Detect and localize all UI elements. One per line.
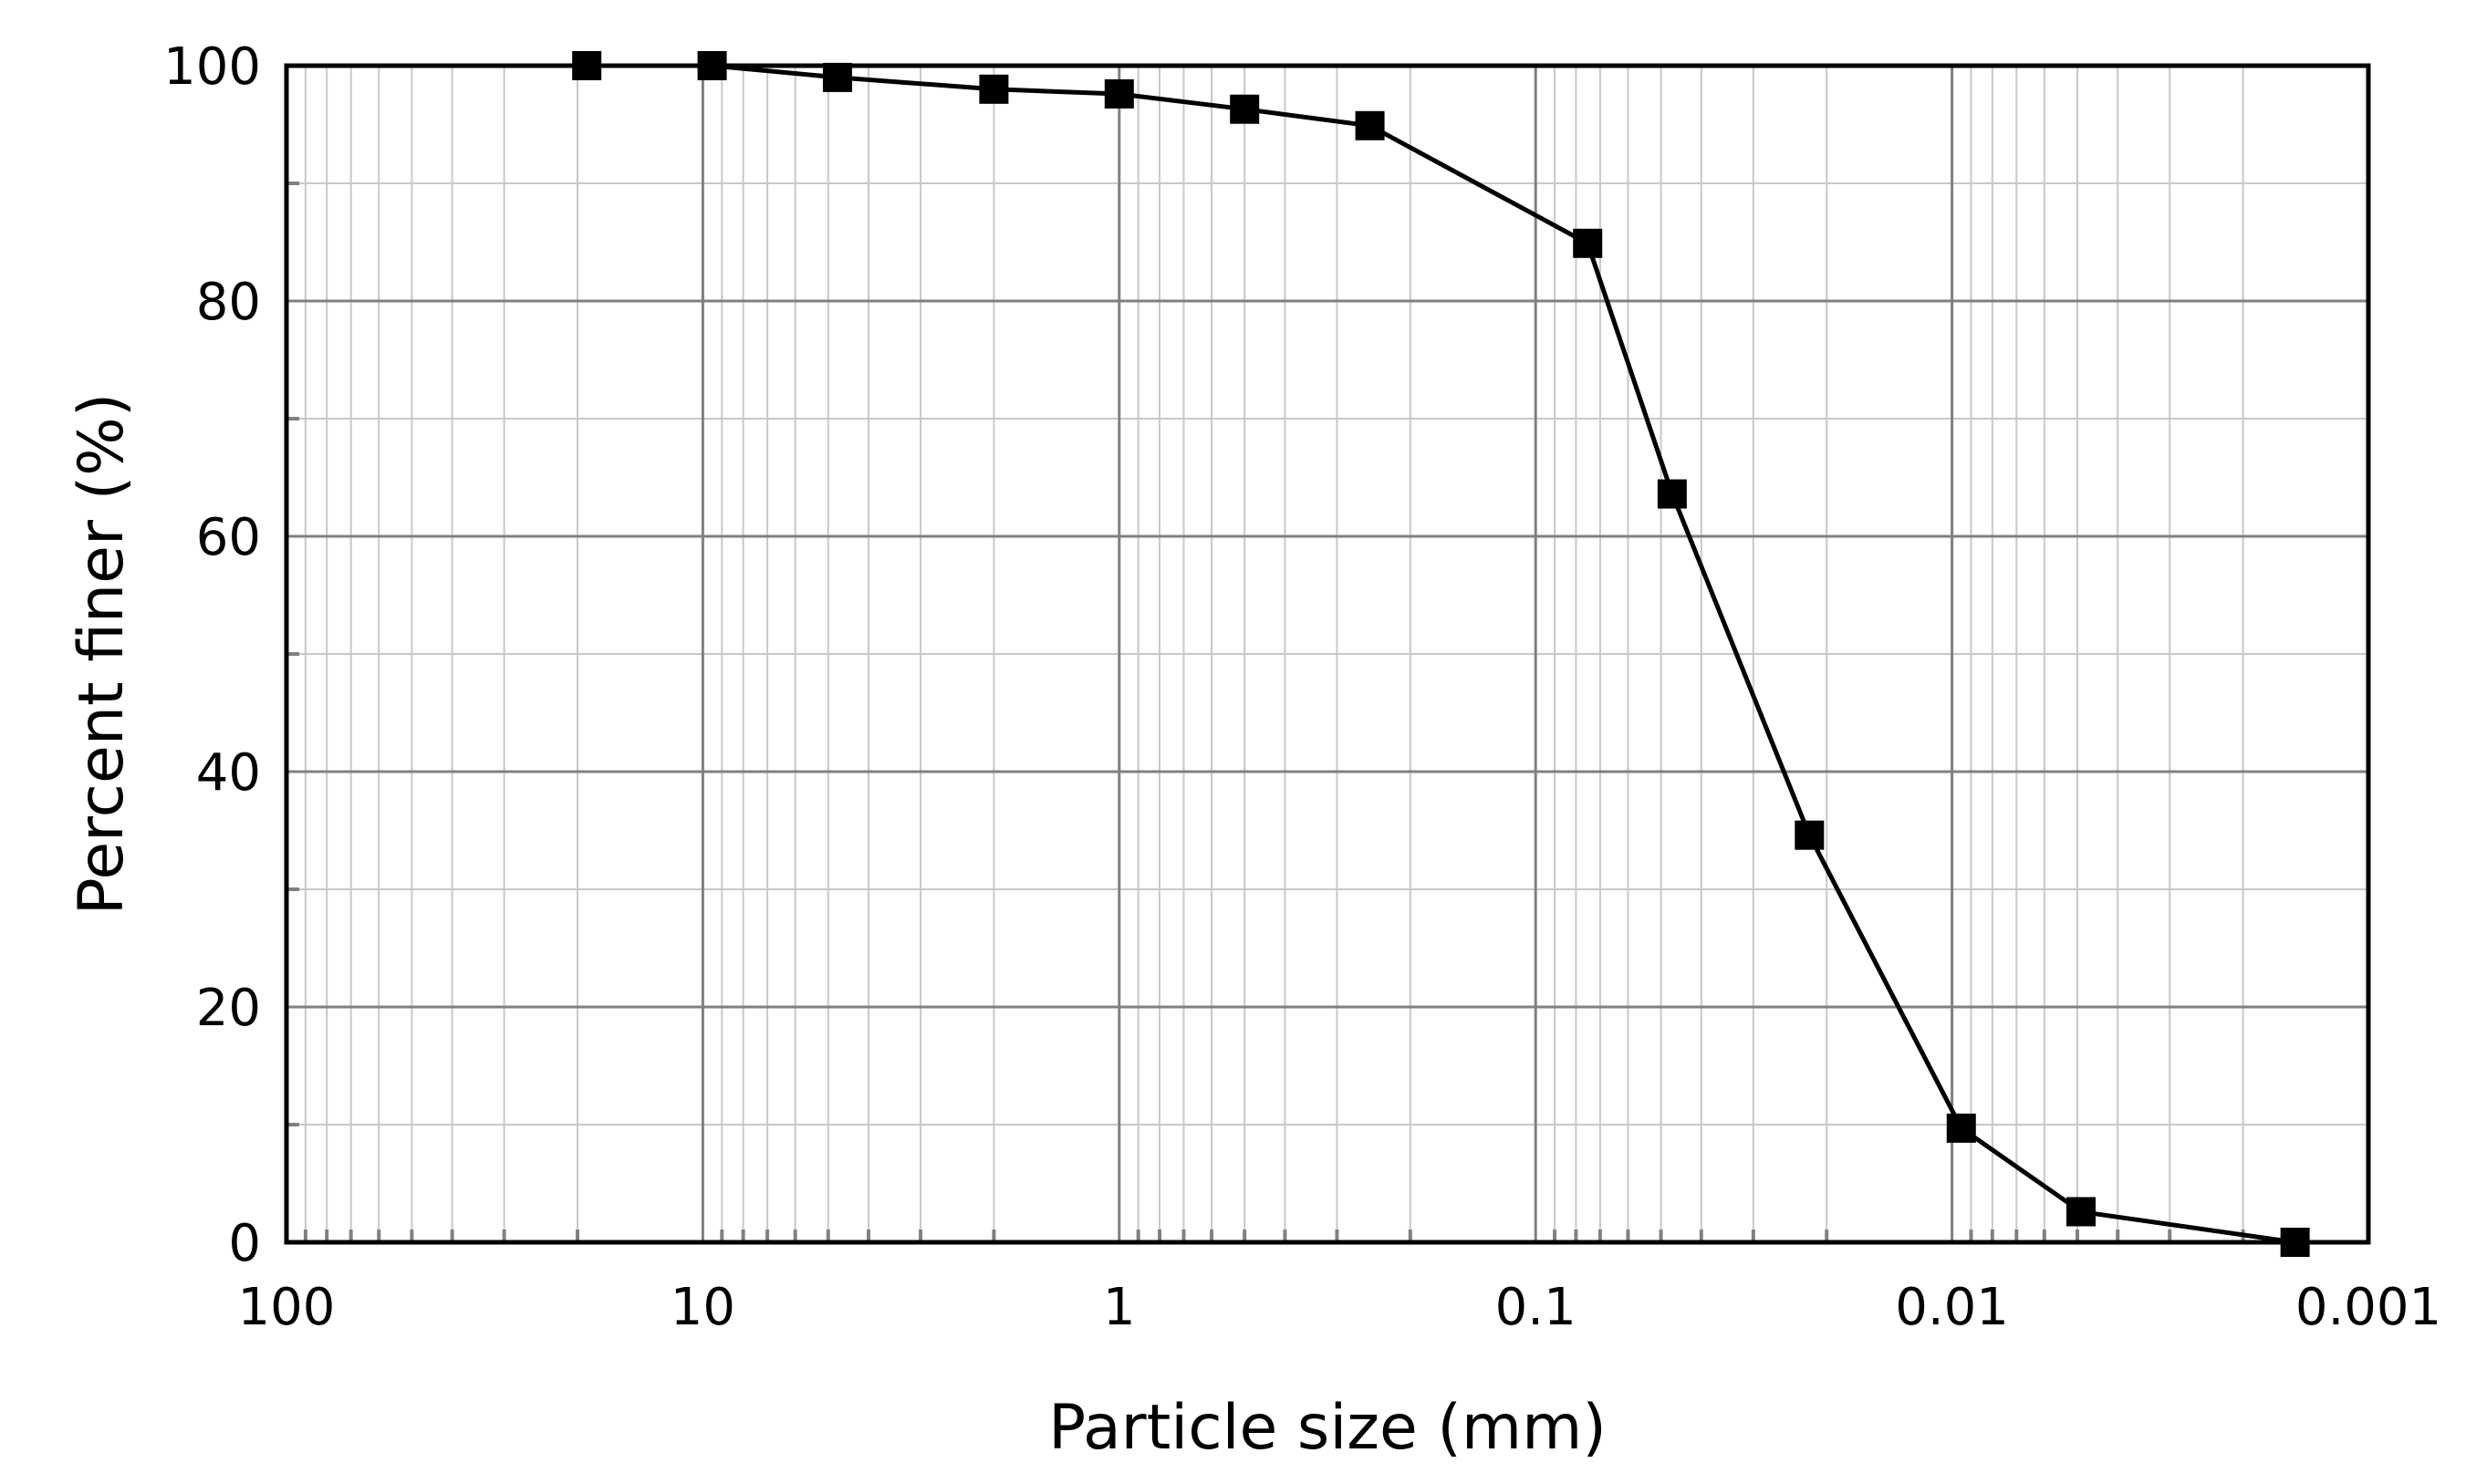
data-point-marker bbox=[697, 51, 727, 80]
plot-frame bbox=[284, 63, 2371, 1245]
minor-grid bbox=[286, 66, 2368, 1242]
y-tick-label: 40 bbox=[196, 743, 261, 803]
data-point-marker bbox=[2065, 1197, 2096, 1227]
y-tick-label: 0 bbox=[228, 1214, 261, 1273]
data-series bbox=[572, 51, 2310, 1257]
x-tick-label: 0.001 bbox=[2295, 1278, 2441, 1337]
x-tick-labels: 100 10 1 0.1 0.01 0.001 bbox=[238, 1278, 2442, 1337]
y-tick-label: 100 bbox=[163, 37, 261, 97]
y-tick-label: 60 bbox=[196, 508, 261, 567]
x-tick-label: 0.1 bbox=[1495, 1278, 1576, 1337]
data-point-marker bbox=[1657, 479, 1687, 509]
data-point-marker bbox=[1230, 94, 1260, 124]
x-axis-title: Particle size (mm) bbox=[1048, 1392, 1607, 1464]
y-tick-label: 80 bbox=[196, 273, 261, 332]
data-point-marker bbox=[979, 74, 1009, 104]
x-tick-label: 100 bbox=[238, 1278, 336, 1337]
x-tick-label: 0.01 bbox=[1895, 1278, 2009, 1337]
plot-border bbox=[284, 63, 2371, 1245]
y-axis-title: Percent finer (%) bbox=[66, 393, 138, 916]
x-tick-label: 1 bbox=[1103, 1278, 1136, 1337]
data-point-marker bbox=[572, 51, 602, 80]
data-point-marker bbox=[1795, 820, 1825, 850]
data-point-marker bbox=[822, 62, 852, 92]
data-point-marker bbox=[1355, 110, 1385, 140]
data-point-marker bbox=[1104, 78, 1134, 109]
x-tick-label: 10 bbox=[671, 1278, 735, 1337]
y-tick-labels: 0 20 40 60 80 100 bbox=[163, 37, 261, 1273]
data-point-marker bbox=[1573, 228, 1603, 258]
data-point-marker bbox=[2280, 1228, 2310, 1257]
y-tick-label: 20 bbox=[196, 979, 261, 1038]
data-point-marker bbox=[1946, 1113, 1976, 1143]
